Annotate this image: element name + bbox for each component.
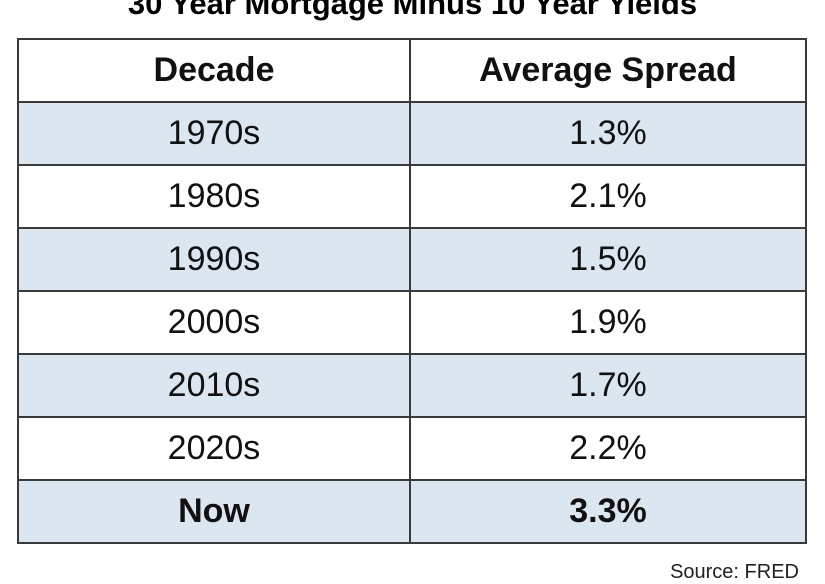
table-row: Now 3.3% — [17, 479, 807, 544]
table-row: 2020s 2.2% — [17, 416, 807, 481]
table-row: 1990s 1.5% — [17, 227, 807, 292]
spread-cell: 1.9% — [409, 290, 807, 355]
source-note: Source: FRED — [670, 561, 799, 583]
header-cell: Decade — [17, 38, 411, 103]
header-row: Decade Average Spread — [17, 38, 807, 103]
decade-cell: Now — [17, 479, 411, 544]
spread-table: Decade Average Spread 1970s 1.3% 1980s 2.1% 1… — [17, 38, 807, 544]
decade-cell: 1970s — [17, 101, 411, 166]
spread-cell: 2.1% — [409, 164, 807, 229]
table-body: 1970s 1.3% 1980s 2.1% 1990s 1.5% 2000s 1.9% 2010… — [17, 101, 807, 544]
spread-cell: 1.5% — [409, 227, 807, 292]
decade-cell: 2020s — [17, 416, 411, 481]
spread-cell: 3.3% — [409, 479, 807, 544]
decade-cell: 2000s — [17, 290, 411, 355]
spread-cell: 1.3% — [409, 101, 807, 166]
decade-cell: 1990s — [17, 227, 411, 292]
table-row: 2010s 1.7% — [17, 353, 807, 418]
table-row: 1980s 2.1% — [17, 164, 807, 229]
table-title: 30 Year Mortgage Minus 10 Year Yields — [127, 0, 698, 21]
table-row: 2000s 1.9% — [17, 290, 807, 355]
spread-cell: 2.2% — [409, 416, 807, 481]
table-row: 1970s 1.3% — [17, 101, 807, 166]
header-cell: Average Spread — [409, 38, 807, 103]
decade-cell: 1980s — [17, 164, 411, 229]
decade-cell: 2010s — [17, 353, 411, 418]
spread-cell: 1.7% — [409, 353, 807, 418]
